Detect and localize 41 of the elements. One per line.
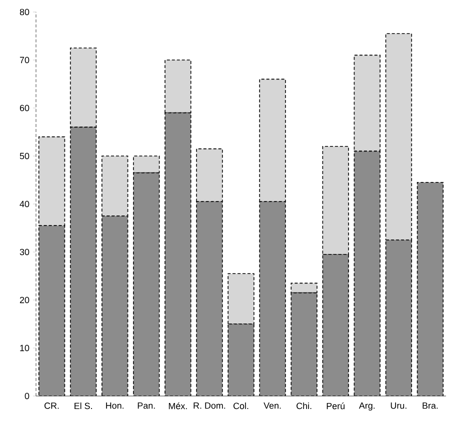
bar: [133, 156, 160, 174]
bar: [102, 156, 128, 216]
x-tick-label: Chi.: [296, 402, 312, 410]
x-tick-label: R. Dom.: [194, 402, 226, 409]
x-tick-label: Pan.: [138, 402, 155, 409]
x-tick-label: Ven.: [264, 402, 281, 409]
x-tick-label: Hon.: [106, 402, 124, 409]
y-tick-label: 10: [20, 344, 30, 352]
bar: [416, 182, 444, 396]
y-tick-label: 20: [20, 296, 30, 304]
x-tick-label: El S.: [74, 402, 92, 410]
y-tick-label: 40: [20, 200, 30, 208]
x-tick-label: Perú: [326, 402, 345, 410]
y-tick-label: 0: [24, 392, 30, 400]
bar: [196, 201, 223, 396]
bar: [259, 201, 286, 396]
bar: [164, 112, 192, 396]
bar: [385, 240, 412, 396]
x-tick-label: Méx.: [168, 402, 187, 410]
bar: [228, 273, 254, 324]
bar: [322, 146, 349, 255]
y-tick-label: 80: [20, 8, 30, 16]
y-tick-label: 50: [20, 152, 30, 160]
bar: [354, 150, 380, 396]
y-tick-label: 60: [20, 104, 30, 112]
bar: [133, 172, 160, 396]
x-tick-label: Uru.: [390, 402, 406, 409]
x-tick-label: CR.: [44, 402, 59, 409]
y-tick-label: 30: [20, 248, 30, 256]
bar: [290, 292, 318, 396]
bar: [38, 225, 66, 396]
bar: [70, 126, 97, 396]
x-tick-label: Arg.: [358, 402, 375, 411]
y-tick-label: 70: [20, 56, 30, 64]
bar: [290, 282, 318, 294]
bar: [228, 324, 254, 396]
x-tick-label: Col.: [233, 402, 248, 410]
bar: [102, 216, 128, 396]
bar: [196, 148, 223, 202]
x-tick-label: Bra.: [422, 402, 438, 409]
bar: [322, 254, 349, 396]
